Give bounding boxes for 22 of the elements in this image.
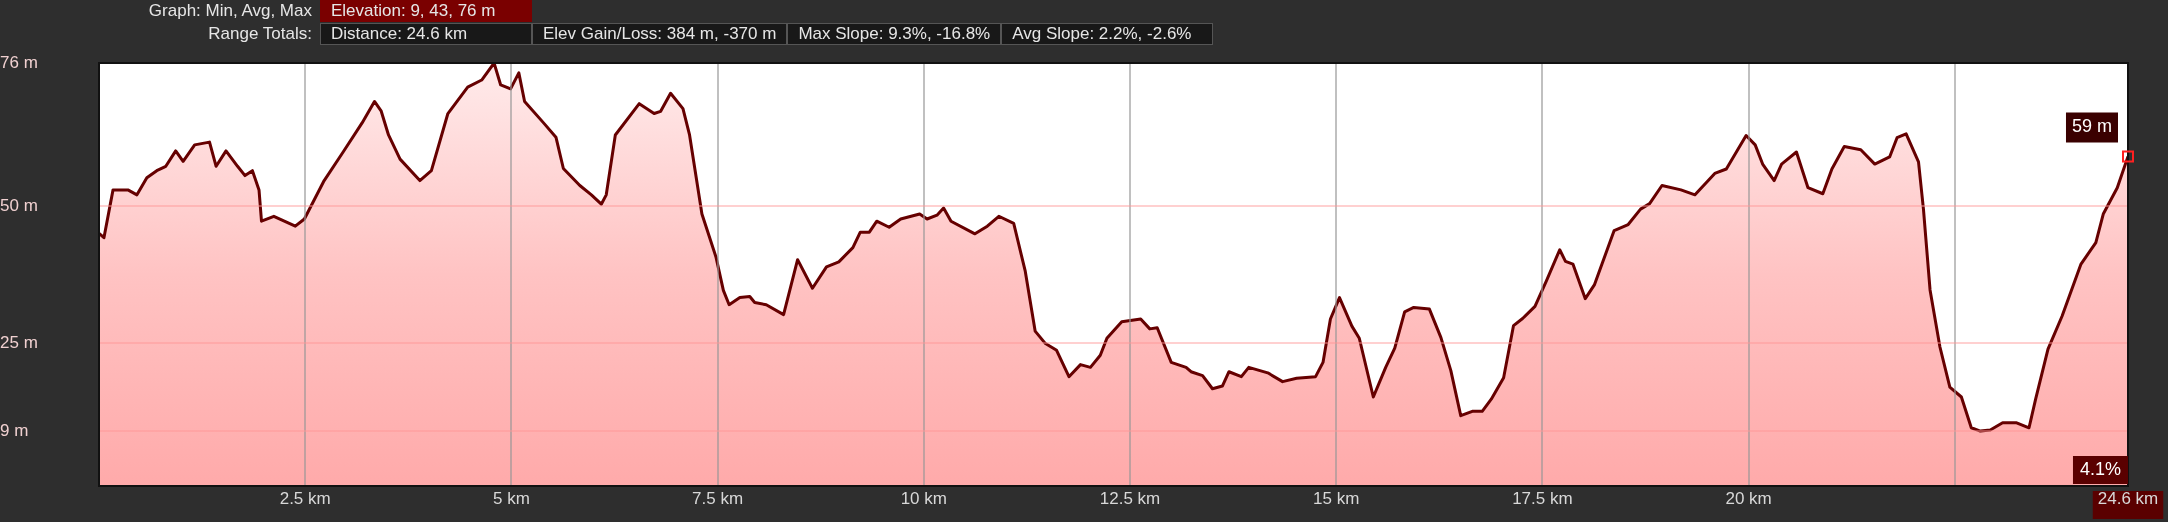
text: Max Slope: 9.3%, -16.8% bbox=[787, 22, 1002, 45]
text: Distance: 24.6 km bbox=[320, 22, 532, 45]
x-tick-label: 24.6 km bbox=[2097, 488, 2159, 508]
text: Elev Gain/Loss: 384 m, -370 m bbox=[532, 22, 788, 45]
annotation: 4.1% bbox=[2079, 458, 2121, 479]
x-tick-label: 17.5 km bbox=[1512, 488, 1573, 508]
y-tick-label: 9 m bbox=[0, 420, 29, 440]
x-tick-label: 20 km bbox=[1725, 488, 1772, 508]
x-tick-label: 15 km bbox=[1313, 488, 1360, 508]
x-tick-label: 10 km bbox=[900, 488, 947, 508]
x-tick-label: 2.5 km bbox=[279, 488, 331, 508]
annotation: 59 m bbox=[2071, 116, 2113, 137]
x-tick-label: 7.5 km bbox=[692, 488, 744, 508]
text: Graph: Min, Avg, Max bbox=[147, 0, 313, 21]
text: Avg Slope: 2.2%, -2.6% bbox=[1001, 22, 1214, 45]
x-tick-label: 5 km bbox=[492, 488, 530, 508]
y-tick-label: 50 m bbox=[0, 195, 38, 215]
text: Range Totals: bbox=[207, 23, 313, 44]
y-tick-label: 25 m bbox=[0, 332, 38, 352]
y-tick-label: 76 m bbox=[0, 52, 38, 72]
x-tick-label: 12.5 km bbox=[1099, 488, 1161, 508]
text: Elevation: 9, 43, 76 m bbox=[320, 0, 532, 22]
